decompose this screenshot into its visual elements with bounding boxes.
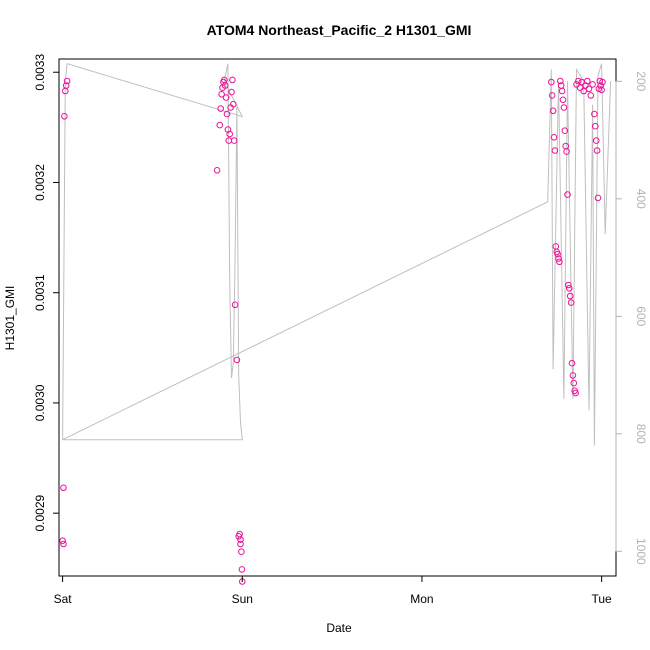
data-point-34 bbox=[548, 78, 555, 86]
data-point-62 bbox=[573, 81, 580, 88]
y-tick-label-2: 0.0031 bbox=[33, 274, 47, 311]
data-point-51 bbox=[563, 148, 570, 155]
data-point-26 bbox=[233, 356, 241, 364]
data-point-24 bbox=[230, 137, 238, 144]
data-point-17 bbox=[224, 126, 232, 133]
data-point-16 bbox=[223, 110, 231, 118]
y-tick-label-4: 0.0033 bbox=[33, 54, 47, 91]
data-point-31 bbox=[238, 548, 245, 556]
data-point-54 bbox=[566, 285, 573, 292]
data-point-52 bbox=[564, 191, 571, 198]
data-point-8 bbox=[216, 121, 224, 129]
data-point-37 bbox=[550, 134, 558, 141]
data-point-69 bbox=[585, 85, 593, 93]
data-point-80 bbox=[598, 86, 605, 94]
y2-tick-label-2: 600 bbox=[634, 306, 648, 326]
data-point-73 bbox=[592, 122, 599, 130]
data-point-57 bbox=[568, 359, 576, 367]
y-axis: 0.0029 0.0030 0.0031 0.0032 0.0033 bbox=[33, 54, 60, 532]
data-point-15 bbox=[222, 94, 230, 101]
data-point-79 bbox=[597, 82, 605, 89]
data-point-22 bbox=[229, 76, 236, 84]
data-point-64 bbox=[576, 84, 584, 91]
data-point-6 bbox=[60, 540, 67, 548]
data-point-76 bbox=[594, 194, 602, 202]
data-point-48 bbox=[560, 104, 568, 111]
data-point-9 bbox=[217, 105, 224, 112]
data-point-7 bbox=[213, 167, 221, 174]
data-point-35 bbox=[548, 92, 556, 99]
data-point-58 bbox=[569, 372, 577, 379]
y-tick-label-3: 0.0032 bbox=[33, 164, 47, 201]
data-point-5 bbox=[59, 537, 66, 545]
pressure-line-layer bbox=[62, 63, 612, 446]
data-point-53 bbox=[565, 281, 572, 289]
data-point-21 bbox=[228, 88, 235, 96]
data-point-14 bbox=[221, 82, 229, 89]
data-point-55 bbox=[566, 292, 574, 300]
data-point-61 bbox=[572, 389, 579, 397]
plot-frame bbox=[58, 58, 617, 577]
y-tick-label-1: 0.0030 bbox=[33, 384, 47, 421]
x-tick-label-0: Sat bbox=[54, 592, 73, 606]
data-point-30 bbox=[237, 540, 244, 548]
data-point-47 bbox=[559, 96, 567, 104]
data-point-72 bbox=[591, 110, 598, 118]
data-point-10 bbox=[218, 91, 225, 98]
data-point-29 bbox=[237, 536, 244, 543]
y2-tick-label-0: 200 bbox=[634, 71, 648, 91]
data-point-3 bbox=[63, 77, 71, 85]
y2-tick-label-1: 400 bbox=[634, 189, 648, 209]
x-axis-label: Date bbox=[326, 621, 352, 635]
x-tick-label-1: Sun bbox=[232, 592, 253, 606]
data-point-50 bbox=[562, 142, 570, 150]
data-point-68 bbox=[584, 77, 591, 85]
data-point-36 bbox=[549, 107, 557, 115]
data-point-19 bbox=[226, 130, 233, 138]
right-pressure-axis: 200 400 600 800 1000 bbox=[615, 71, 648, 565]
data-point-70 bbox=[587, 92, 595, 99]
data-point-75 bbox=[593, 147, 601, 154]
data-point-59 bbox=[570, 379, 578, 387]
y2-tick-label-3: 800 bbox=[634, 424, 648, 444]
pressure-line bbox=[62, 63, 612, 446]
data-point-74 bbox=[592, 137, 600, 144]
y-tick-label-0: 0.0029 bbox=[33, 494, 47, 531]
data-point-4 bbox=[60, 484, 67, 492]
data-point-2 bbox=[62, 82, 70, 89]
x-tick-label-3: Tue bbox=[592, 592, 613, 606]
data-point-81 bbox=[599, 78, 606, 86]
data-point-46 bbox=[558, 87, 566, 95]
data-point-25 bbox=[231, 301, 239, 309]
x-tick-label-2: Mon bbox=[410, 592, 433, 606]
data-point-44 bbox=[557, 77, 564, 85]
data-point-56 bbox=[567, 299, 575, 306]
data-point-63 bbox=[575, 77, 582, 85]
data-point-42 bbox=[555, 255, 562, 262]
data-point-32 bbox=[238, 566, 246, 573]
y2-tick-label-4: 1000 bbox=[634, 538, 648, 565]
data-point-71 bbox=[589, 81, 596, 88]
chart-title: ATOM4 Northeast_Pacific_2 H1301_GMI bbox=[207, 22, 472, 38]
data-points-layer bbox=[59, 76, 606, 585]
data-point-41 bbox=[554, 250, 561, 258]
data-point-0 bbox=[61, 113, 68, 120]
y-axis-label: H1301_GMI bbox=[3, 286, 17, 351]
data-point-38 bbox=[551, 147, 559, 154]
x-axis: Sat Sun Mon Tue bbox=[54, 575, 613, 606]
data-point-23 bbox=[230, 100, 237, 108]
data-point-49 bbox=[561, 127, 569, 134]
data-point-43 bbox=[556, 258, 563, 266]
